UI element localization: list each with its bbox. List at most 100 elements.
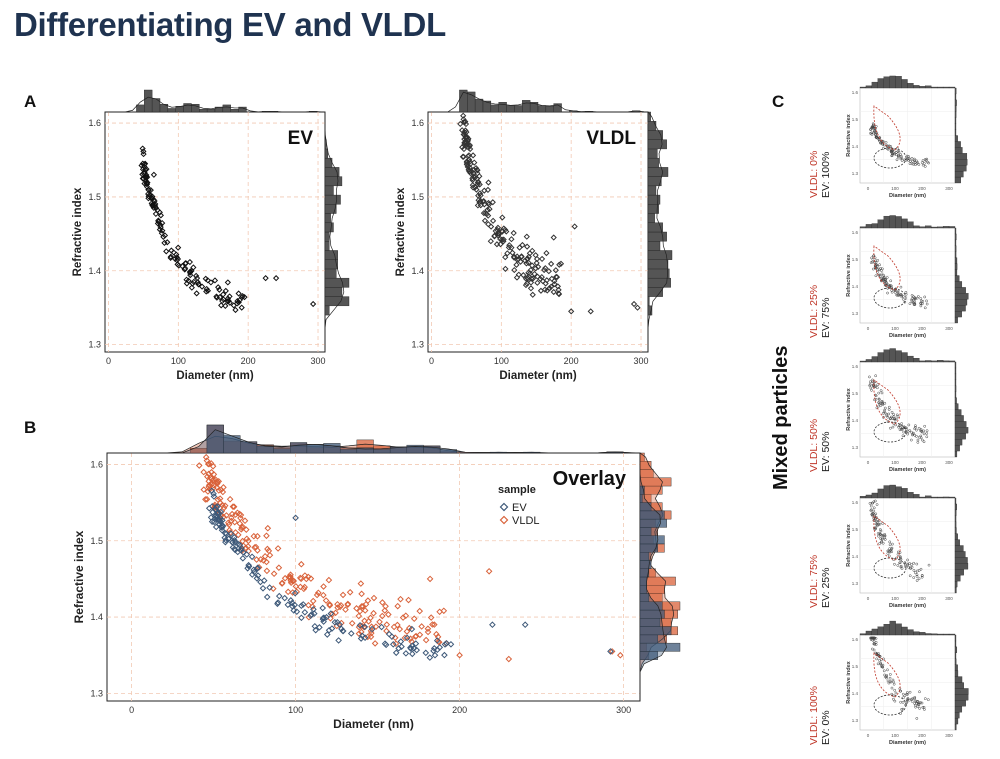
mini-point	[919, 429, 922, 433]
mini-point	[890, 546, 894, 550]
mini-point	[917, 163, 921, 166]
y-tick-label: 1.5	[88, 192, 101, 202]
y-axis-label: Refractive index	[395, 187, 407, 276]
vldl-point	[203, 495, 211, 503]
mini-point	[869, 128, 872, 131]
mini-side-histogram-bar	[954, 245, 957, 252]
vldl-point	[537, 287, 545, 294]
x-tick-label: 0	[106, 356, 111, 366]
mini-point	[872, 125, 876, 128]
mini-point	[911, 301, 915, 304]
top-histogram-bar	[323, 443, 341, 454]
mini-point	[870, 388, 873, 392]
mini-side-histogram-bar	[954, 497, 957, 505]
mini-top-histogram-bar	[877, 626, 884, 636]
ev-point	[347, 630, 355, 637]
vldl-point	[250, 532, 258, 540]
ev-point	[233, 300, 241, 307]
vldl-point	[358, 603, 365, 610]
mini-top-histogram-bar	[889, 620, 896, 636]
mini-point	[893, 699, 897, 703]
mini-side-histogram-bar	[954, 316, 958, 324]
vldl-point	[200, 468, 207, 476]
mini-top-histogram-bar	[948, 226, 956, 229]
mini-top-histogram-bar	[925, 360, 932, 363]
mini-point	[876, 265, 879, 268]
mini-point	[878, 655, 881, 659]
vldl-gate-outline	[873, 105, 901, 151]
x-tick-label: 300	[616, 705, 631, 715]
side-histogram-bar	[647, 250, 673, 260]
vldl-point	[202, 496, 209, 503]
ev-point	[142, 173, 149, 180]
mini-top-histogram-bar	[931, 226, 938, 229]
side-histogram-bar	[639, 535, 665, 545]
mini-y-tick-label: 1.5	[852, 527, 859, 532]
mini-point	[870, 647, 874, 651]
vldl-point	[416, 607, 424, 615]
ev-point	[298, 614, 305, 622]
y-tick-label: 1.3	[411, 340, 424, 350]
mini-point	[880, 537, 884, 541]
vldl-point	[383, 621, 391, 628]
vldl-point	[427, 614, 435, 621]
side-histogram-bar	[647, 111, 651, 122]
mini-y-tick-label: 1.4	[852, 691, 859, 696]
vldl-point	[244, 543, 252, 550]
mini-side-histogram-bar	[954, 176, 961, 184]
legend-title: sample	[498, 484, 536, 496]
mini-point	[905, 154, 909, 158]
vldl-point	[525, 253, 532, 260]
y-axis-label: Refractive index	[72, 187, 84, 276]
mini-top-histogram-bar	[865, 224, 873, 229]
vldl-point	[227, 517, 235, 525]
vldl-point	[431, 621, 438, 628]
ev-point	[266, 584, 273, 591]
ev-point	[356, 622, 364, 629]
side-histogram-bar	[647, 231, 667, 242]
vldl-point	[242, 526, 250, 533]
mini-top-histogram-bar	[913, 358, 920, 363]
vldl-point	[502, 254, 509, 261]
mix-label: VLDL: 25% EV: 75%	[808, 285, 832, 338]
ev-point	[274, 600, 281, 608]
vldl-point	[484, 186, 492, 194]
mini-top-histogram-bar	[901, 352, 908, 363]
ev-point	[243, 551, 251, 558]
mini-top-histogram-bar	[871, 628, 878, 636]
vldl-point	[202, 453, 210, 461]
mini-side-histogram-bar	[954, 93, 957, 101]
ev-point	[293, 608, 301, 615]
mini-side-histogram-bar	[954, 670, 959, 677]
mini-point	[879, 529, 883, 533]
mini-point	[886, 549, 890, 553]
mini-side-histogram-bar	[954, 129, 957, 136]
ev-point	[368, 625, 376, 633]
vldl-point	[485, 212, 492, 219]
mini-top-histogram-bar	[913, 85, 920, 89]
ev-point	[358, 632, 366, 640]
mini-top-histogram-bar	[942, 86, 950, 89]
mini-top-histogram-bar	[895, 623, 902, 636]
mini-point	[903, 300, 907, 304]
mini-point	[882, 669, 886, 673]
vldl-point	[469, 152, 477, 159]
top-histogram-bar	[439, 449, 457, 454]
mini-point	[880, 267, 884, 271]
mini-y-tick-label: 1.3	[852, 718, 859, 723]
vldl-point	[394, 602, 402, 610]
mini-point	[874, 526, 878, 529]
vldl-point	[264, 524, 272, 532]
mini-point	[875, 406, 879, 410]
mini-side-histogram-bar	[954, 539, 960, 546]
mini-y-tick-label: 1.5	[852, 664, 859, 669]
mini-point	[896, 564, 900, 567]
mini-point	[914, 705, 917, 709]
mini-side-histogram-bar	[954, 159, 968, 166]
ev-point	[182, 260, 189, 267]
mini-point	[871, 258, 875, 261]
vldl-point	[357, 580, 365, 587]
vldl-share: VLDL: 100%	[808, 686, 820, 745]
mini-point	[877, 391, 881, 395]
vldl-point	[361, 617, 368, 625]
